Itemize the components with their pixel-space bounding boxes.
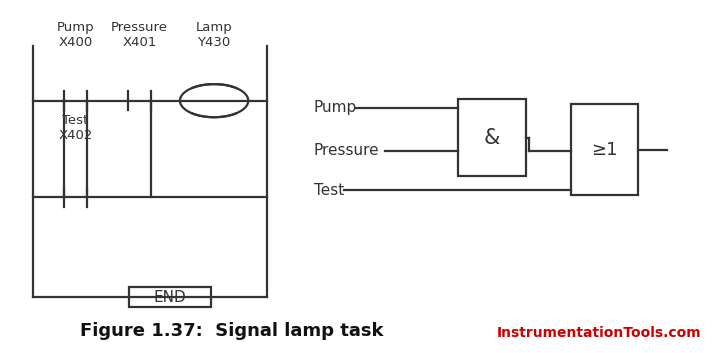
Bar	[571, 104, 638, 196]
Text: Figure 1.37:  Signal lamp task: Figure 1.37: Signal lamp task	[80, 322, 384, 340]
Text: InstrumentationTools.com: InstrumentationTools.com	[497, 326, 701, 340]
Text: Test: Test	[314, 183, 344, 198]
Text: ≥1: ≥1	[591, 141, 618, 159]
Text: Pressure
X401: Pressure X401	[111, 21, 168, 49]
Text: Pressure: Pressure	[314, 143, 379, 158]
Text: Pump
X400: Pump X400	[57, 21, 94, 49]
Bar	[458, 99, 526, 176]
Text: Pump: Pump	[314, 100, 357, 115]
Bar	[129, 287, 210, 307]
Text: Lamp
Y430: Lamp Y430	[196, 21, 233, 49]
Text: &: &	[484, 128, 500, 148]
Text: Test
X402: Test X402	[58, 114, 93, 142]
Text: END: END	[153, 289, 186, 305]
